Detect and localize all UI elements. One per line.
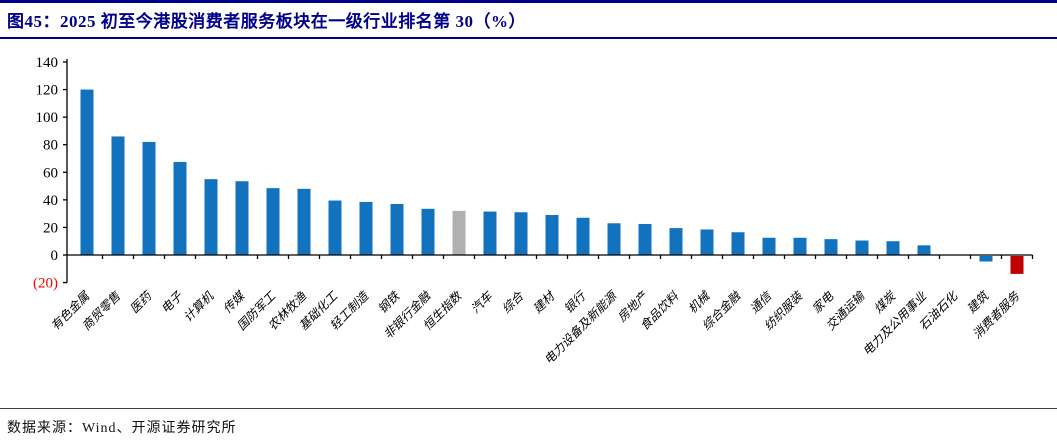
title-divider [0,37,1057,39]
bar-11 [390,203,404,255]
bar-25 [824,239,838,255]
bar-1 [80,89,94,256]
bar-2 [111,136,125,255]
bar-13 [452,210,466,255]
y-tick-label: 0 [51,248,59,264]
y-tick-label: 120 [36,83,59,99]
category-label: 综合 [499,288,527,316]
bar-19 [638,223,652,255]
bar-8 [297,188,311,255]
y-tick-label: 100 [36,110,59,126]
y-tick-label: 80 [43,138,58,154]
bar-28 [917,245,931,255]
bar-6 [235,181,249,255]
data-source: 数据来源：Wind、开源证券研究所 [7,421,237,436]
category-label: 建材 [530,288,558,316]
y-tick-label: 20 [43,220,58,236]
category-label: 计算机 [181,289,217,325]
bar-10 [359,201,373,255]
bar-17 [576,217,590,255]
figure-title: 图45：2025 初至今港股消费者服务板块在一级行业排名第 30（%） [7,12,526,31]
bar-27 [886,241,900,255]
bar-20 [669,228,683,255]
bar-14 [483,211,497,255]
y-tick-label: 40 [43,193,58,209]
bar-21 [700,229,714,255]
bar-31 [1010,256,1024,274]
bar-24 [793,237,807,255]
category-label: 电子 [158,289,186,317]
category-label: 煤炭 [871,289,899,317]
bar-9 [328,200,342,255]
bar-4 [173,161,187,255]
category-label: 家电 [809,289,837,317]
bar-18 [607,223,621,255]
y-tick-label: 140 [36,55,59,71]
bar-5 [204,179,218,255]
bar-3 [142,141,156,255]
y-tick-label: 60 [43,165,58,181]
category-label: 汽车 [468,288,496,316]
bar-12 [421,208,435,255]
y-tick-label: (20) [33,276,58,292]
bar-23 [762,237,776,255]
bar-22 [731,232,745,255]
top-divider [0,0,1057,3]
bar-30 [979,256,993,262]
category-label: 医药 [127,288,155,316]
bar-16 [545,215,559,255]
bar-26 [855,240,869,255]
bar-7 [266,188,280,255]
bar-15 [514,212,528,255]
footer-divider [0,408,1057,409]
